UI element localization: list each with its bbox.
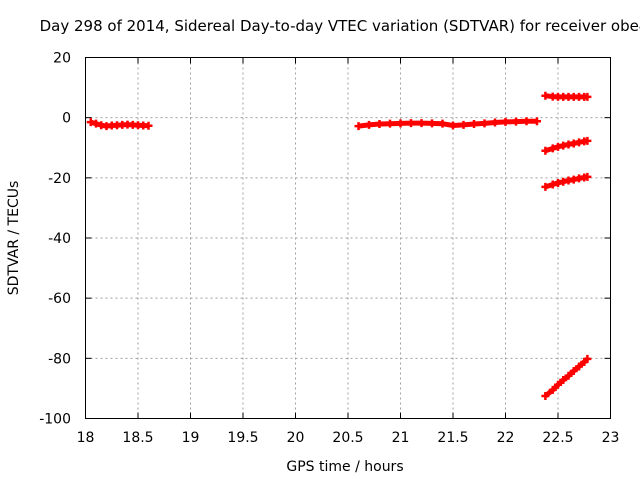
data-point [92, 119, 100, 128]
y-axis-label: SDTVAR / TECUs [6, 181, 22, 296]
data-point [583, 136, 592, 145]
data-point [428, 119, 436, 128]
x-tick-label: 20 [287, 430, 305, 446]
series-segment-5 [541, 172, 592, 191]
x-tick-label: 21 [392, 430, 410, 446]
x-axis-label: GPS time / hours [286, 459, 403, 475]
series-trace [358, 118, 537, 129]
y-tick-label: -40 [48, 231, 71, 247]
y-tick-label: -80 [48, 351, 71, 367]
x-tick-label: 20.5 [332, 430, 363, 446]
data-point [375, 119, 384, 128]
data-point [541, 91, 550, 100]
data-point [491, 118, 499, 127]
data-point [559, 375, 568, 384]
x-tick-label: 18.5 [122, 430, 153, 446]
data-point [386, 119, 394, 128]
data-point [480, 119, 489, 128]
data-point [417, 119, 426, 128]
data-point [407, 119, 415, 128]
data-point [548, 144, 557, 153]
data-point [564, 371, 573, 380]
data-point [541, 182, 550, 191]
data-point [548, 180, 557, 189]
data-point [583, 354, 592, 363]
data-point [470, 119, 478, 128]
y-tick-label: -20 [48, 171, 71, 187]
data-point [541, 146, 550, 155]
y-tick-label: -100 [39, 412, 71, 428]
x-tick-label: 22.5 [542, 430, 573, 446]
y-tick-label: -60 [48, 291, 71, 307]
data-point [459, 120, 468, 129]
data-point [554, 380, 562, 389]
y-axis-tick-labels: 20 0 -20 -40 -60 -80 -100 [39, 51, 71, 428]
data-point [541, 391, 550, 400]
x-tick-label: 19 [182, 430, 200, 446]
data-point [533, 117, 541, 126]
data-point [569, 366, 578, 375]
y-tick-label: 20 [53, 51, 71, 67]
data-point [575, 362, 583, 371]
plot-frame [85, 57, 611, 419]
chart-title: Day 298 of 2014, Sidereal Day-to-day VTE… [40, 17, 640, 35]
data-point [583, 92, 592, 101]
data-point [354, 122, 363, 131]
series-segment-1 [86, 118, 153, 131]
x-axis-tick-labels: 18 18.5 19 19.5 20 20.5 21 21.5 22 22.5 23 [77, 430, 620, 446]
grid [85, 57, 611, 419]
data-points [86, 91, 592, 400]
series-segment-4 [541, 136, 592, 155]
y-tick-label: 0 [62, 111, 71, 127]
x-tick-label: 22 [497, 430, 515, 446]
data-point [512, 117, 520, 126]
data-point [365, 120, 373, 129]
data-point [501, 117, 510, 126]
data-point [583, 172, 592, 181]
series-segment-6 [541, 354, 592, 400]
data-point [522, 117, 531, 126]
data-point [548, 385, 557, 394]
data-point [144, 121, 153, 130]
x-tick-label: 18 [77, 430, 95, 446]
x-tick-label: 21.5 [437, 430, 468, 446]
x-tick-label: 23 [602, 430, 620, 446]
data-point [438, 119, 447, 128]
x-tick-label: 19.5 [227, 430, 258, 446]
series-segment-2 [354, 117, 541, 131]
data-point [449, 121, 457, 130]
data-point [86, 118, 95, 127]
series-segment-3 [541, 91, 592, 101]
data-point [396, 119, 405, 128]
